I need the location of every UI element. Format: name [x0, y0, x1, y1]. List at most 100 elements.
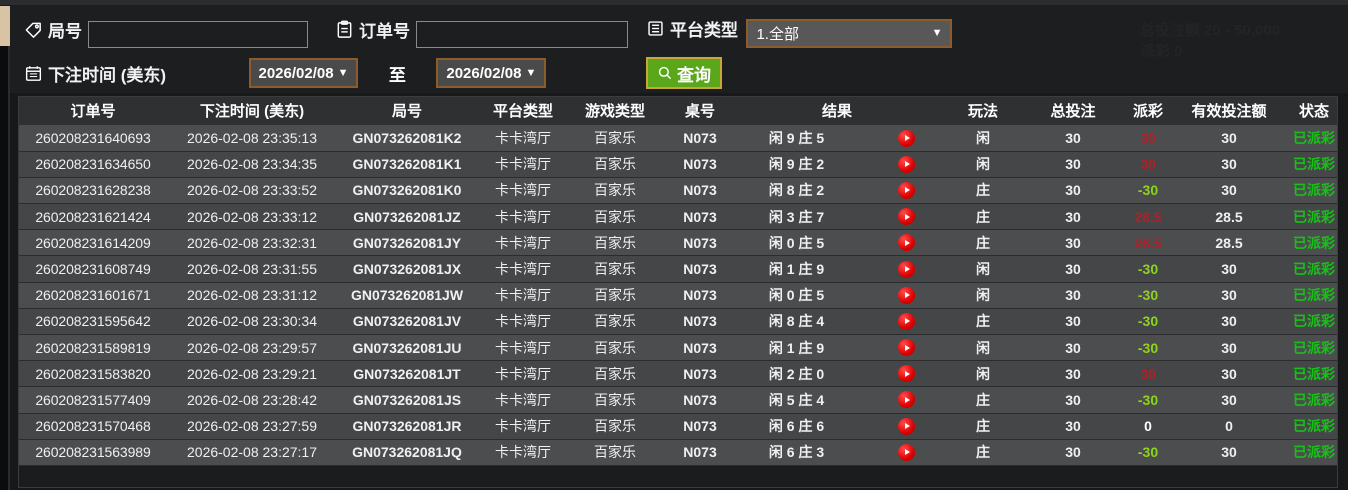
bet-time-to-value: 2026/02/08: [446, 64, 522, 82]
col-result[interactable]: 结果: [739, 97, 935, 126]
play-icon[interactable]: [897, 365, 915, 383]
col-total-bet[interactable]: 总投注: [1031, 97, 1115, 126]
cell-game-type: 百家乐: [569, 308, 661, 336]
col-payout[interactable]: 派彩: [1115, 97, 1181, 126]
cell-payout: 28.5: [1115, 203, 1181, 231]
cell-status: 已派彩: [1277, 125, 1337, 152]
result-score: 闲 2 庄 0: [768, 365, 825, 382]
table-row[interactable]: 260208231621424 2026-02-08 23:33:12 GN0732…: [19, 203, 1337, 231]
cell-game-type: 百家乐: [569, 229, 661, 257]
col-game-type[interactable]: 游戏类型: [569, 97, 661, 126]
table-row[interactable]: 260208231608749 2026-02-08 23:31:55 GN0732…: [19, 255, 1337, 283]
bet-time-to-date[interactable]: 2026/02/08 ▼: [436, 58, 547, 88]
cell-valid-bet: 30: [1181, 177, 1277, 205]
platform-type-select[interactable]: 1.全部 ▼: [746, 19, 953, 49]
cell-bet-type: 庄: [935, 203, 1031, 231]
play-icon[interactable]: [897, 155, 915, 173]
play-icon[interactable]: [897, 339, 915, 357]
chevron-down-icon: ▼: [931, 27, 943, 40]
cell-bet-type: 庄: [935, 177, 1031, 205]
list-icon: [646, 19, 665, 38]
cell-bet-time: 2026-02-08 23:33:12: [167, 203, 337, 231]
search-icon: [657, 65, 673, 81]
col-platform[interactable]: 平台类型: [477, 97, 569, 126]
cell-table-no: N073: [661, 360, 739, 388]
play-icon[interactable]: [897, 129, 915, 147]
col-bet-type[interactable]: 玩法: [935, 97, 1031, 126]
cell-platform: 卡卡湾厅: [477, 203, 569, 231]
play-icon[interactable]: [897, 181, 915, 199]
cell-round-no: GN073262081JS: [337, 386, 477, 414]
clipboard-icon: [335, 20, 354, 39]
cell-bet-time: 2026-02-08 23:27:17: [167, 439, 337, 466]
date-range-separator: 至: [388, 65, 406, 85]
result-score: 闲 5 庄 4: [768, 391, 825, 408]
cell-bet-time: 2026-02-08 23:27:59: [167, 413, 337, 440]
play-icon[interactable]: [897, 391, 915, 409]
play-icon[interactable]: [897, 260, 915, 278]
col-round-no[interactable]: 局号: [337, 97, 477, 126]
col-table-no[interactable]: 桌号: [661, 97, 739, 126]
table-row[interactable]: 260208231601671 2026-02-08 23:31:12 GN0732…: [19, 282, 1337, 309]
cell-table-no: N073: [661, 125, 739, 152]
result-score: 闲 9 庄 5: [768, 130, 825, 147]
play-icon[interactable]: [897, 208, 915, 226]
cell-round-no: GN073262081JY: [337, 229, 477, 257]
cell-game-type: 百家乐: [569, 255, 661, 283]
cell-payout: 28.5: [1115, 229, 1181, 257]
play-icon[interactable]: [897, 443, 915, 461]
cell-result: 闲 9 庄 2: [739, 151, 935, 178]
query-button[interactable]: 查询: [646, 57, 722, 89]
cell-game-type: 百家乐: [569, 439, 661, 466]
table-row[interactable]: 260208231628238 2026-02-08 23:33:52 GN0732…: [19, 177, 1337, 205]
result-score: 闲 6 庄 6: [768, 418, 825, 435]
table-row[interactable]: 260208231583820 2026-02-08 23:29:21 GN0732…: [19, 360, 1337, 388]
cell-round-no: GN073262081K0: [337, 177, 477, 205]
result-score: 闲 0 庄 5: [768, 234, 825, 251]
cell-bet-type: 庄: [935, 413, 1031, 440]
table-row[interactable]: 260208231563989 2026-02-08 23:27:17 GN0732…: [19, 439, 1337, 466]
cell-total-bet: 30: [1031, 229, 1115, 257]
cell-round-no: GN073262081JZ: [337, 203, 477, 231]
table-row[interactable]: 260208231634650 2026-02-08 23:34:35 GN0732…: [19, 151, 1337, 178]
table-row[interactable]: 260208231595642 2026-02-08 23:30:34 GN0732…: [19, 308, 1337, 336]
col-bet-time[interactable]: 下注时间 (美东): [167, 97, 337, 126]
cell-valid-bet: 0: [1181, 413, 1277, 440]
play-icon[interactable]: [897, 312, 915, 330]
cell-valid-bet: 30: [1181, 360, 1277, 388]
table-row[interactable]: 260208231589819 2026-02-08 23:29:57 GN0732…: [19, 334, 1337, 362]
cell-total-bet: 30: [1031, 282, 1115, 309]
cell-bet-type: 闲: [935, 334, 1031, 362]
cell-order-no: 260208231640693: [19, 125, 167, 152]
cell-order-no: 260208231577409: [19, 386, 167, 414]
order-no-input[interactable]: [416, 21, 629, 49]
table-row[interactable]: 260208231614209 2026-02-08 23:32:31 GN0732…: [19, 229, 1337, 257]
result-score: 闲 8 庄 4: [768, 313, 825, 330]
cell-valid-bet: 30: [1181, 308, 1277, 336]
round-no-label-group: 局号: [24, 17, 82, 42]
table-row[interactable]: 260208231577409 2026-02-08 23:28:42 GN0732…: [19, 386, 1337, 414]
bet-time-filter: 下注时间 (美东) 2026/02/08 ▼ 至 2026/02/08 ▼: [24, 58, 547, 88]
query-button-label: 查询: [677, 65, 711, 85]
col-order-no[interactable]: 订单号: [19, 97, 167, 126]
bet-time-from-date[interactable]: 2026/02/08 ▼: [248, 58, 359, 88]
ghost-payout: 派彩 0: [1140, 43, 1183, 60]
cell-order-no: 260208231634650: [19, 151, 167, 178]
cell-total-bet: 30: [1031, 255, 1115, 283]
cell-total-bet: 30: [1031, 413, 1115, 440]
table-row[interactable]: 260208231570468 2026-02-08 23:27:59 GN0732…: [19, 413, 1337, 440]
cell-order-no: 260208231563989: [19, 439, 167, 466]
table-row[interactable]: 260208231640693 2026-02-08 23:35:13 GN0732…: [19, 125, 1337, 152]
play-icon[interactable]: [897, 286, 915, 304]
play-icon[interactable]: [897, 417, 915, 435]
col-valid-bet[interactable]: 有效投注额: [1181, 97, 1277, 126]
cell-game-type: 百家乐: [569, 334, 661, 362]
cell-game-type: 百家乐: [569, 386, 661, 414]
result-score: 闲 9 庄 2: [768, 156, 825, 173]
col-status[interactable]: 状态: [1277, 97, 1337, 126]
round-no-input[interactable]: [88, 21, 309, 49]
cell-result: 闲 8 庄 4: [739, 308, 935, 336]
play-icon[interactable]: [897, 234, 915, 252]
cell-bet-type: 闲: [935, 151, 1031, 178]
